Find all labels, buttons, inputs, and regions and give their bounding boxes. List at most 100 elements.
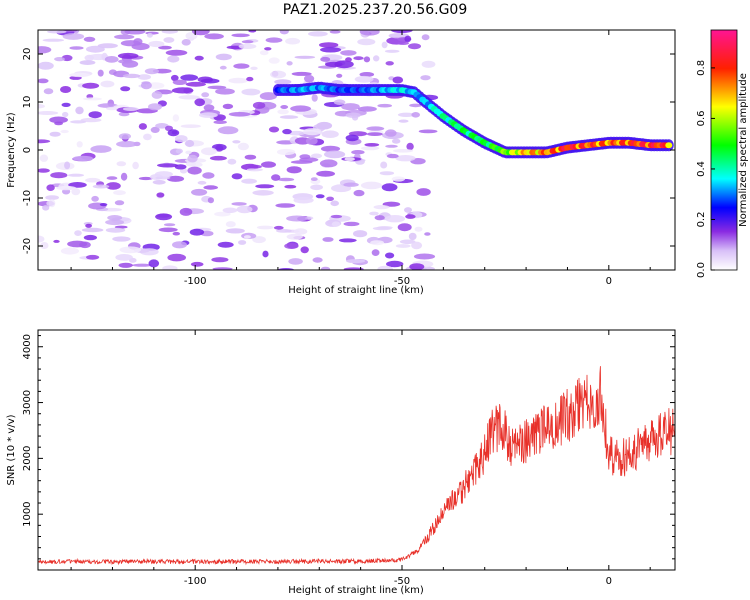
noise-blob [231,173,243,180]
noise-blob [250,66,258,71]
noise-blob [137,74,151,80]
noise-blob [270,70,287,79]
noise-blob [305,136,318,145]
noise-blob [219,65,227,70]
spectrogram-x-ticks: -100 -50 0 [70,30,651,287]
noise-blob [333,99,346,105]
noise-blob [300,246,309,254]
noise-blob [172,79,187,86]
noise-blob [140,81,152,90]
noise-blob [172,231,180,236]
noise-blob [363,56,371,63]
noise-blob [286,215,308,222]
noise-blob [163,37,175,43]
noise-blob [118,133,131,140]
noise-blob [60,247,79,255]
noise-blob [154,171,173,178]
snr-frame [37,329,676,571]
noise-blob [167,253,186,262]
noise-blob [330,214,343,219]
noise-blob [148,103,162,111]
noise-blob [38,235,45,243]
noise-blob [371,249,380,256]
noise-blob [45,195,59,201]
noise-blob [191,30,210,36]
noise-blob [166,175,185,182]
noise-blob [312,257,323,263]
noise-blob [75,106,84,115]
noise-blob [231,33,250,38]
noise-blob [202,172,215,179]
noise-blob [343,267,364,270]
noise-blob [190,261,204,267]
noise-blob [72,155,94,162]
noise-blob [38,78,49,84]
noise-blob [381,41,388,49]
noise-blob [179,207,193,216]
noise-blob [277,109,289,115]
noise-blob [384,49,400,53]
colorbar-label: Normalized spectral amplitude [738,73,749,227]
noise-blob [158,227,178,233]
noise-blob [280,105,289,109]
noise-blob [122,73,141,79]
noise-blob [92,184,110,189]
noise-blob [162,265,178,270]
noise-blob [420,75,431,81]
noise-blob [255,184,275,189]
noise-blob [369,211,379,216]
noise-blob [336,73,343,78]
noise-blob [116,140,138,148]
noise-blob [311,94,318,102]
noise-blob [165,49,188,56]
noise-blob [293,196,314,204]
noise-blob [286,233,303,240]
noise-blob [211,257,229,263]
noise-blob [49,116,68,124]
noise-blob [227,158,237,165]
noise-blob [345,134,359,142]
noise-blob [62,33,85,40]
noise-blob [284,184,297,189]
colorbar-tick-label: 0.0 [696,262,707,278]
noise-blob [146,32,153,38]
noise-blob [320,47,342,53]
noise-blob [38,104,45,109]
noise-blob [330,200,340,207]
noise-blob [217,241,234,248]
spectrogram-y-ticks: -20 -10 0 10 20 [22,48,675,254]
noise-blob [76,141,83,148]
noise-blob [262,250,269,258]
noise-blob [277,177,295,182]
noise-blob [346,259,366,264]
noise-blob [83,97,102,101]
noise-blob [113,190,126,196]
noise-blob [381,183,398,192]
noise-blob [185,139,195,148]
noise-blob [82,82,100,89]
noise-blob [180,74,199,81]
noise-blob [385,252,395,259]
noise-blob [261,161,276,168]
noise-blob [374,215,385,221]
noise-blob [340,50,357,56]
noise-blob [106,106,118,111]
noise-blob [303,128,322,136]
noise-blob [416,188,431,196]
noise-blob [343,182,359,187]
noise-blob [259,92,277,101]
noise-blob [273,225,284,230]
noise-blob [404,35,412,43]
noise-blob [252,236,266,244]
noise-blob [83,36,96,42]
x-tick-label: -100 [184,576,207,587]
noise-blob [345,57,352,62]
figure-title: PAZ1.2025.237.20.56.G09 [282,2,468,18]
noise-blob [357,106,377,112]
spectrogram-x-axis-label: Height of straight line (km) [288,285,424,296]
noise-blob [304,74,315,83]
noise-blob [274,79,292,85]
noise-blob [324,150,346,159]
noise-blob [39,154,49,162]
noise-blob [373,55,380,62]
